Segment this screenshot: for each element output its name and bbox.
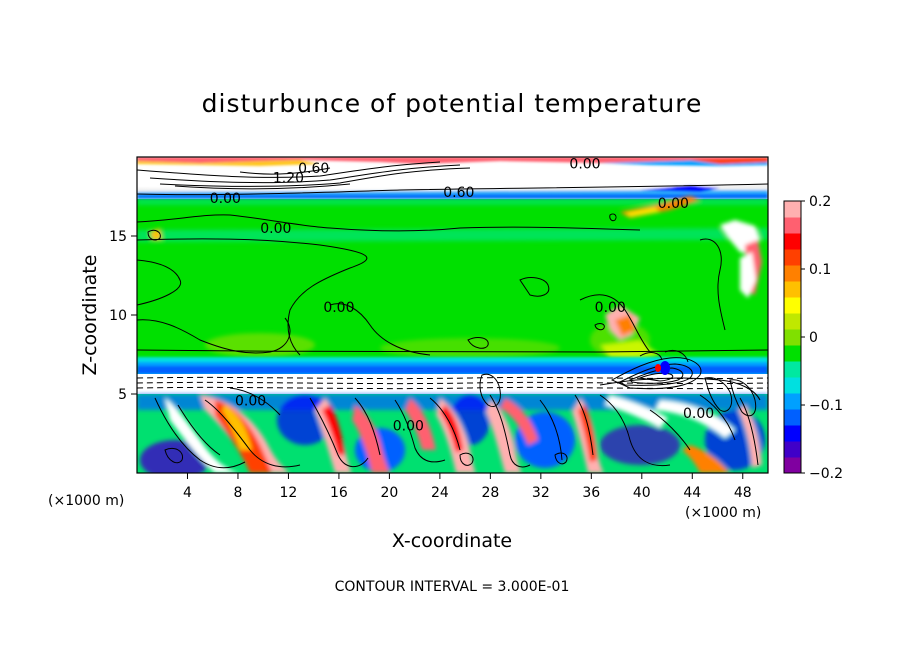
contour-label: 0.00 [235, 393, 266, 409]
contour-knot [599, 349, 761, 417]
colorbar-segment [784, 249, 801, 266]
x-tick-label: 24 [431, 485, 449, 501]
x-tick-label: 28 [481, 485, 499, 501]
colorbar-segment [784, 425, 801, 442]
x-tick-label: 36 [582, 485, 600, 501]
colorbar-tick-label: 0.2 [809, 194, 831, 210]
y-tick-label: 10 [109, 308, 127, 324]
colorbar-segment [784, 329, 801, 346]
colorbar-segment [784, 313, 801, 330]
colorbar-segment [784, 409, 801, 426]
contour-label: 0.00 [683, 406, 714, 422]
colorbar [784, 201, 801, 474]
colorbar-tick-label: 0 [809, 330, 818, 346]
contour-label: 1.20 [273, 171, 304, 187]
x-axis-unit: (×1000 m) [685, 505, 761, 521]
y-axis-label: Z-coordinate [79, 255, 101, 376]
convective-layer [137, 394, 768, 473]
colorbar-ticks: 0.2 0.1 0 −0.1 −0.2 [801, 194, 843, 482]
x-tick-label: 48 [734, 485, 752, 501]
colorbar-tick-label: 0.1 [809, 262, 831, 278]
x-axis-ticks: 4 8 12 16 20 24 28 32 36 40 44 48 [183, 473, 752, 501]
contour-label: 0.00 [595, 300, 626, 316]
y-axis-unit: (×1000 m) [48, 493, 124, 509]
colorbar-segment [784, 377, 801, 394]
x-tick-label: 20 [380, 485, 398, 501]
y-axis-ticks: 5 10 15 [109, 229, 137, 403]
contour-label: 0.60 [443, 185, 474, 201]
y-tick-label: 15 [109, 229, 127, 245]
contour-label: 0.00 [323, 300, 354, 316]
knot-colors [655, 361, 670, 375]
colorbar-segment [784, 457, 801, 474]
contour-label: 0.00 [210, 191, 241, 207]
colorbar-segment [784, 441, 801, 458]
x-axis-label: X-coordinate [392, 530, 512, 552]
colorbar-segment [784, 217, 801, 234]
contour-label: 0.00 [260, 221, 291, 237]
colorbar-segment [784, 265, 801, 282]
chart-title: disturbunce of potential temperature [202, 89, 703, 118]
colorbar-segment [784, 233, 801, 250]
x-tick-label: 8 [233, 485, 242, 501]
contour-label: 0.00 [569, 156, 600, 172]
colorbar-segment [784, 393, 801, 410]
y-tick-label: 5 [118, 387, 127, 403]
contour-interval-note: CONTOUR INTERVAL = 3.000E-01 [335, 579, 570, 595]
x-tick-label: 44 [683, 485, 701, 501]
colorbar-segment [784, 361, 801, 378]
heatmap-field [137, 157, 768, 473]
cyan-blue-band [137, 357, 768, 377]
x-tick-label: 12 [280, 485, 298, 501]
colorbar-segment [784, 297, 801, 314]
white-dashed-band [137, 374, 768, 394]
x-tick-label: 40 [633, 485, 651, 501]
contour-label: 0.00 [658, 196, 689, 212]
x-tick-label: 4 [183, 485, 192, 501]
stratosphere-edges [137, 157, 768, 199]
colorbar-segment [784, 201, 801, 218]
contour-labels: 0.601.200.000.600.00 0.000.000.00 0.000.00… [210, 156, 714, 434]
colorbar-tick-label: −0.2 [809, 466, 843, 482]
contour-lines [137, 161, 768, 469]
colorbar-tick-label: −0.1 [809, 398, 843, 414]
x-tick-label: 16 [330, 485, 348, 501]
contour-label: 0.00 [393, 419, 424, 435]
colorbar-segment [784, 281, 801, 298]
colorbar-segment [784, 345, 801, 362]
x-tick-label: 32 [532, 485, 550, 501]
contour-label: 0.60 [298, 161, 329, 177]
